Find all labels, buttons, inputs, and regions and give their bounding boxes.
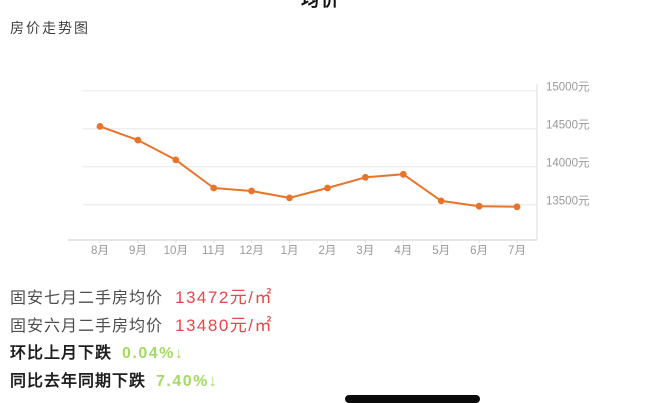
mom-change-value: 0.04%↓ bbox=[122, 345, 185, 362]
trend-line bbox=[99, 125, 518, 208]
clipped-page-title: 均价 bbox=[301, 0, 381, 8]
june-price-label: 固安六月二手房均价 bbox=[10, 318, 164, 335]
data-point bbox=[399, 170, 407, 178]
x-axis-label: 3月 bbox=[356, 245, 374, 257]
y-axis-label: 13500元 bbox=[546, 196, 590, 208]
july-price-value: 13472元/㎡ bbox=[175, 288, 274, 307]
x-axis-label: 4月 bbox=[394, 245, 412, 257]
july-price-label: 固安七月二手房均价 bbox=[10, 290, 164, 307]
yoy-change-value: 7.40%↓ bbox=[156, 373, 219, 390]
x-axis-label: 7月 bbox=[508, 245, 526, 257]
summary-line-yoy: 同比去年同期下跌 7.40%↓ bbox=[10, 367, 218, 391]
summary-line-july: 固安七月二手房均价 13472元/㎡ bbox=[10, 283, 273, 308]
x-axis-label: 11月 bbox=[202, 245, 225, 257]
x-axis-label: 12月 bbox=[239, 245, 263, 257]
x-axis-label: 10月 bbox=[164, 245, 188, 257]
june-price-value: 13480元/㎡ bbox=[175, 316, 274, 335]
summary-line-mom: 环比上月下跌 0.04%↓ bbox=[10, 339, 184, 363]
x-axis-label: 2月 bbox=[319, 245, 337, 257]
data-point bbox=[362, 173, 369, 181]
x-axis-label: 6月 bbox=[470, 245, 488, 257]
x-axis-label: 8月 bbox=[91, 245, 109, 257]
bottom-indicator-bar bbox=[345, 395, 480, 403]
yoy-change-label: 同比去年同期下跌 bbox=[10, 373, 147, 390]
y-axis-label: 14000元 bbox=[546, 158, 590, 170]
data-point bbox=[475, 202, 483, 210]
section-title: 房价走势图 bbox=[10, 20, 90, 36]
summary-line-june: 固安六月二手房均价 13480元/㎡ bbox=[10, 311, 273, 336]
y-axis-label: 14500元 bbox=[546, 120, 590, 132]
y-axis-label: 15000元 bbox=[546, 82, 590, 94]
data-point bbox=[324, 184, 331, 192]
x-axis-label: 9月 bbox=[129, 245, 147, 257]
data-point bbox=[513, 203, 521, 211]
x-axis-label: 1月 bbox=[281, 245, 299, 257]
data-point bbox=[210, 184, 218, 192]
data-point bbox=[286, 194, 293, 202]
mom-change-label: 环比上月下跌 bbox=[10, 345, 113, 362]
data-point bbox=[248, 187, 256, 195]
clipped-page-title-text: 均价 bbox=[301, 0, 341, 8]
data-point bbox=[437, 197, 445, 205]
data-point bbox=[134, 136, 142, 144]
data-point bbox=[96, 123, 104, 130]
data-point bbox=[172, 156, 180, 164]
x-axis-label: 5月 bbox=[432, 245, 450, 257]
